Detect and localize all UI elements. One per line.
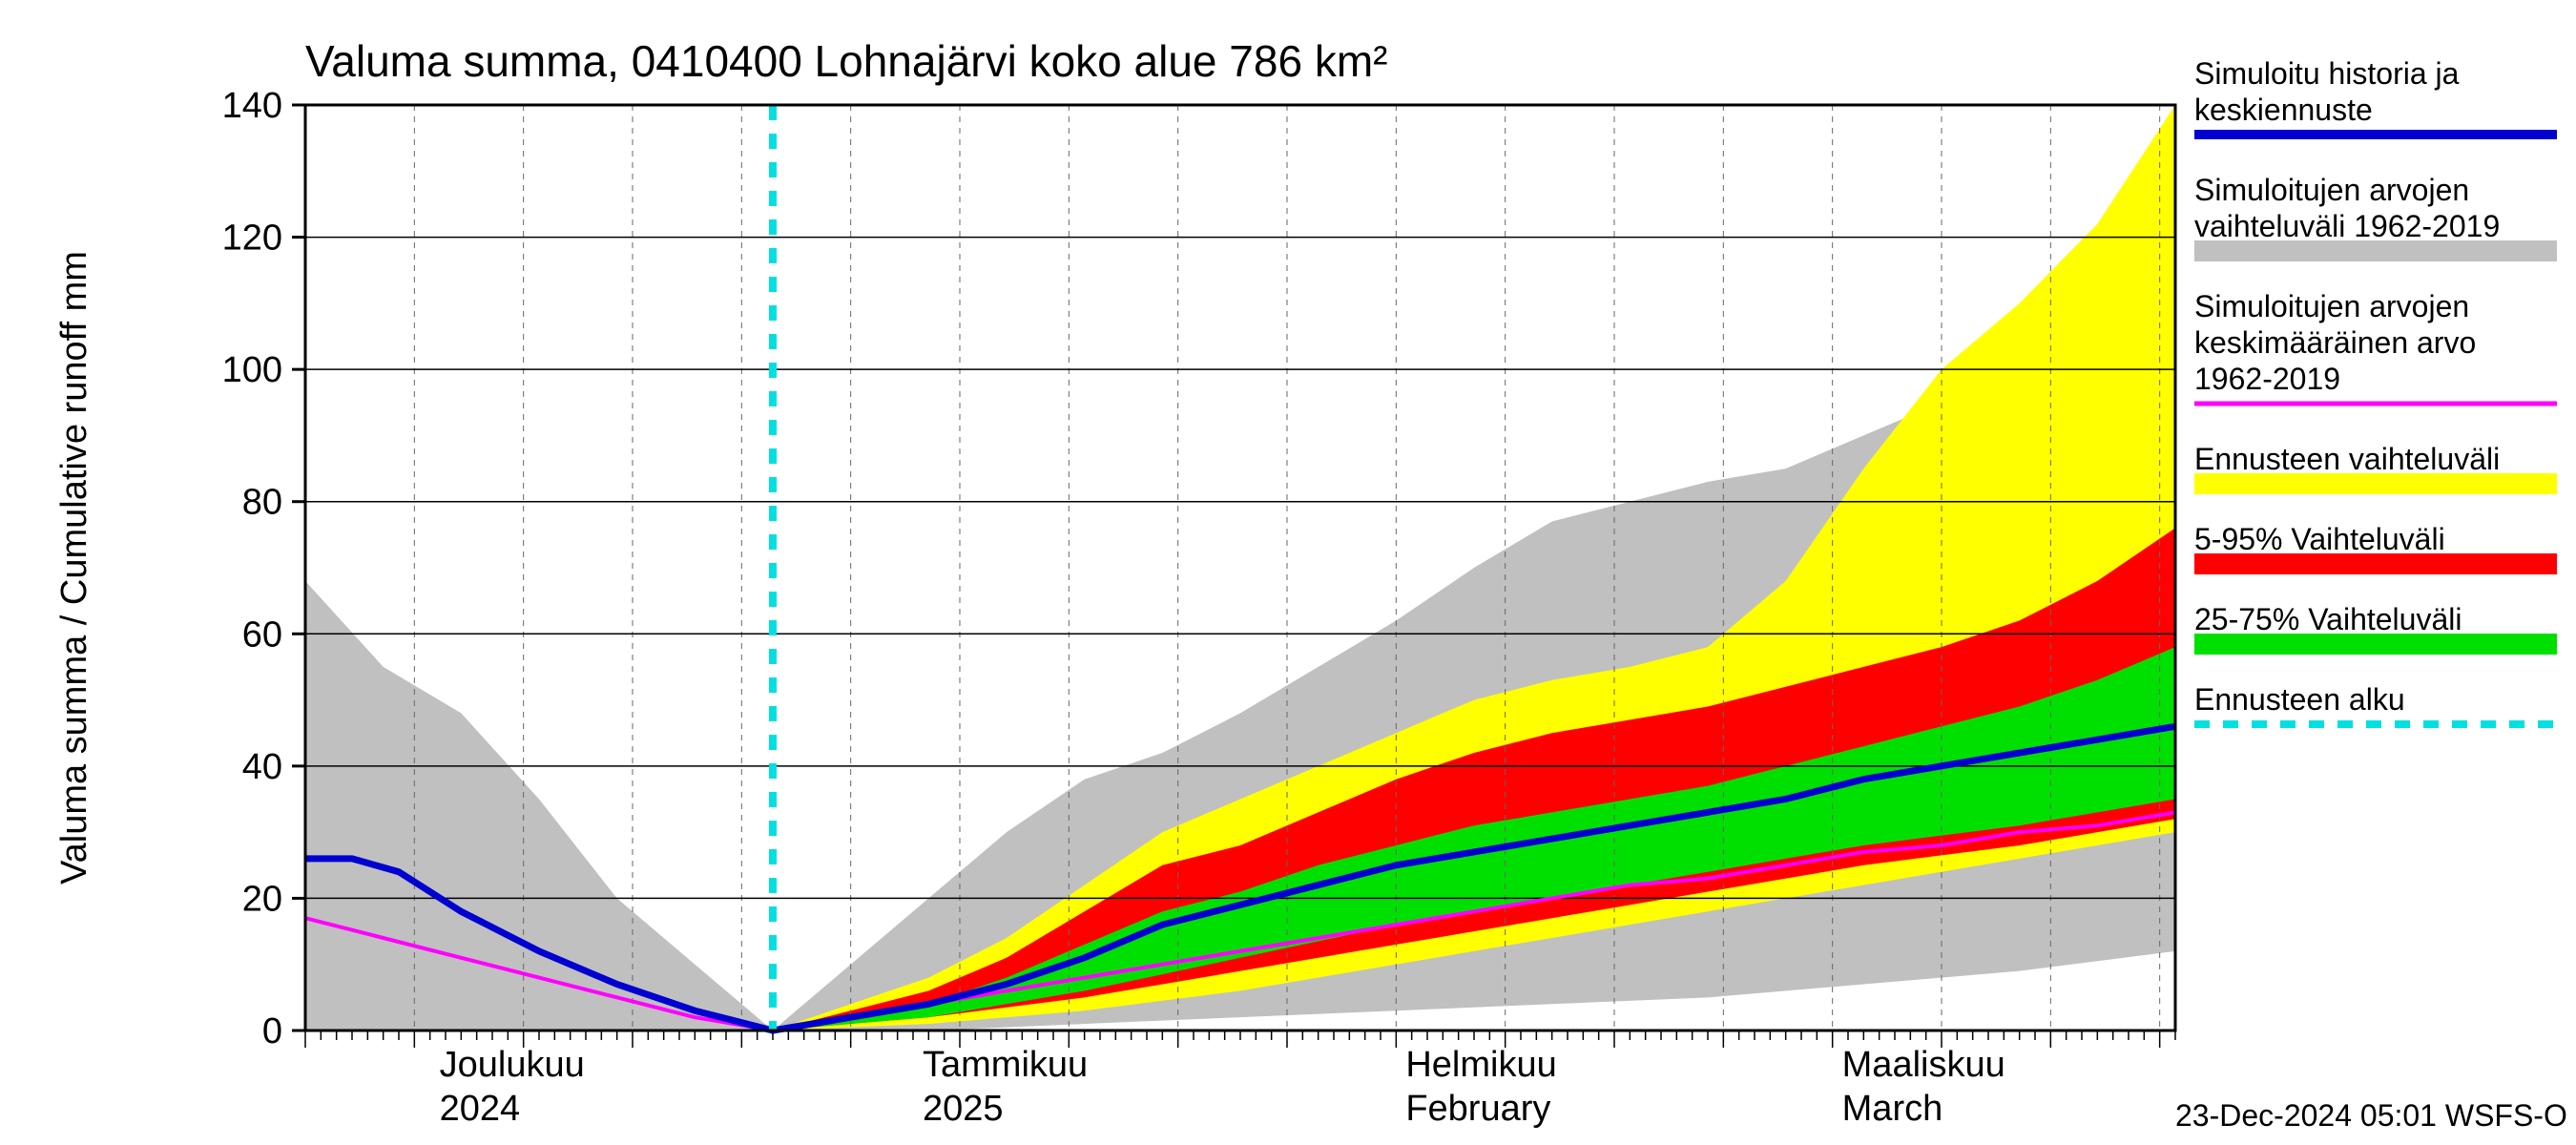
y-tick-label: 140 <box>222 86 282 126</box>
legend-label: Simuloitujen arvojen <box>2194 173 2469 207</box>
y-axis-label: Valuma summa / Cumulative runoff mm <box>54 251 94 885</box>
y-tick-label: 40 <box>242 747 282 787</box>
runoff-chart: 0 20 40 60 80 100 120 140 Joulukuu2024 Tammikuu20… <box>0 0 2576 1145</box>
legend-label: 5-95% Vaihteluväli <box>2194 522 2445 556</box>
month-label: Maaliskuu <box>1842 1045 2005 1085</box>
legend-label: Ennusteen alku <box>2194 682 2405 717</box>
y-tick-label: 80 <box>242 483 282 523</box>
legend-label: 25-75% Vaihteluväli <box>2194 602 2462 636</box>
y-tick-label: 0 <box>262 1011 282 1051</box>
month-label: Joulukuu <box>440 1045 585 1085</box>
legend-label: Simuloitu historia ja <box>2194 56 2460 91</box>
month-sub-label: March <box>1842 1089 1943 1129</box>
legend-label: vaihteluväli 1962-2019 <box>2194 209 2500 243</box>
legend-swatch <box>2194 553 2557 574</box>
month-sub-label: 2025 <box>923 1089 1004 1129</box>
legend-label: Ennusteen vaihteluväli <box>2194 442 2500 476</box>
month-sub-label: 2024 <box>440 1089 521 1129</box>
chart-footer: 23-Dec-2024 05:01 WSFS-O <box>2175 1098 2567 1133</box>
month-label: Helmikuu <box>1405 1045 1556 1085</box>
y-tick-label: 120 <box>222 219 282 259</box>
chart-title: Valuma summa, 0410400 Lohnajärvi koko al… <box>305 36 1387 86</box>
legend-label: keskiennuste <box>2194 93 2373 127</box>
legend-swatch <box>2194 473 2557 494</box>
legend-swatch <box>2194 634 2557 655</box>
y-tick-label: 60 <box>242 614 282 655</box>
legend-label: Simuloitujen arvojen <box>2194 289 2469 323</box>
month-sub-label: February <box>1405 1089 1550 1129</box>
legend-label: keskimääräinen arvo <box>2194 325 2476 360</box>
legend-label: 1962-2019 <box>2194 362 2340 396</box>
y-tick-label: 100 <box>222 350 282 390</box>
month-label: Tammikuu <box>923 1045 1088 1085</box>
legend-swatch <box>2194 240 2557 261</box>
y-tick-label: 20 <box>242 879 282 919</box>
